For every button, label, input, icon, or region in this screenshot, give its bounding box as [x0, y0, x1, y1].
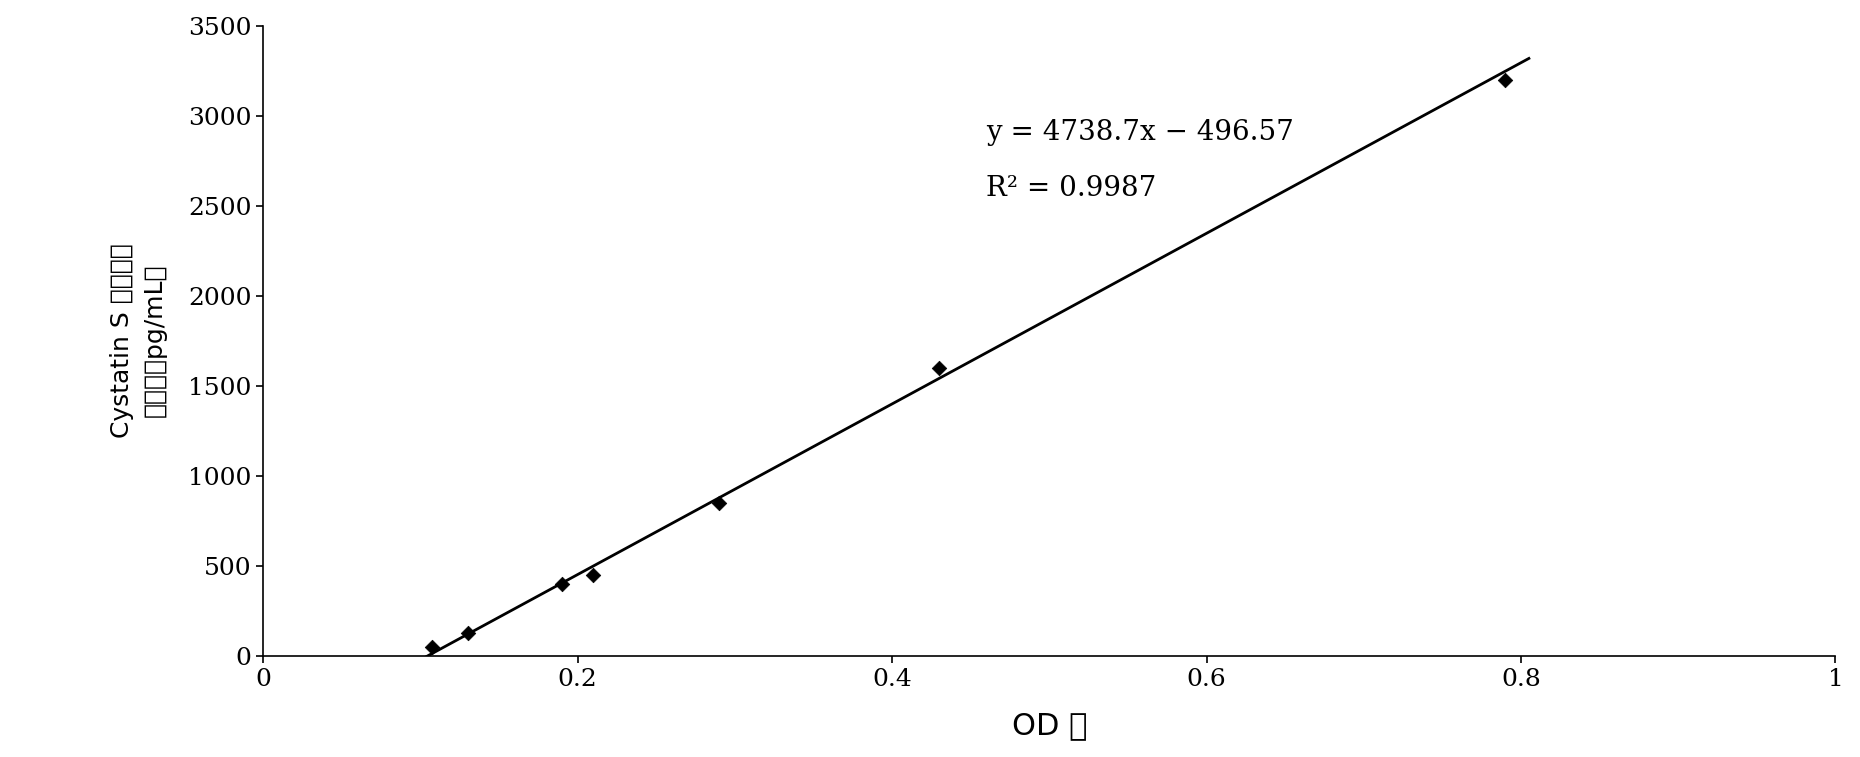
Point	[1490, 73, 1520, 86]
Text: y = 4738.7x − 496.57: y = 4738.7x − 496.57	[986, 120, 1295, 146]
Y-axis label: Cystatin S 蛋白浓度
（单位：pg/mL）: Cystatin S 蛋白浓度 （单位：pg/mL）	[110, 243, 167, 438]
Point	[452, 627, 482, 639]
Point	[578, 569, 608, 581]
Point	[547, 578, 577, 590]
Point	[705, 497, 735, 509]
Point	[417, 640, 446, 653]
Point	[924, 362, 954, 374]
Text: R² = 0.9987: R² = 0.9987	[986, 175, 1157, 202]
X-axis label: OD 値: OD 値	[1012, 712, 1086, 740]
